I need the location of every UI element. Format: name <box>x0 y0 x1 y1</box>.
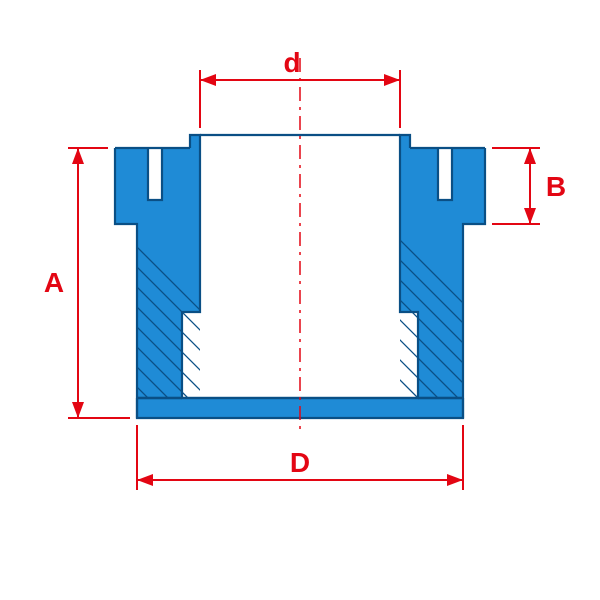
label-B: B <box>546 171 566 202</box>
label-A: A <box>44 267 64 298</box>
dimension-B <box>492 148 540 224</box>
part-right-half <box>300 135 485 418</box>
label-D: D <box>290 447 310 478</box>
part-left-half <box>115 135 300 418</box>
technical-drawing: d D A B <box>0 0 600 600</box>
label-d: d <box>283 47 300 78</box>
